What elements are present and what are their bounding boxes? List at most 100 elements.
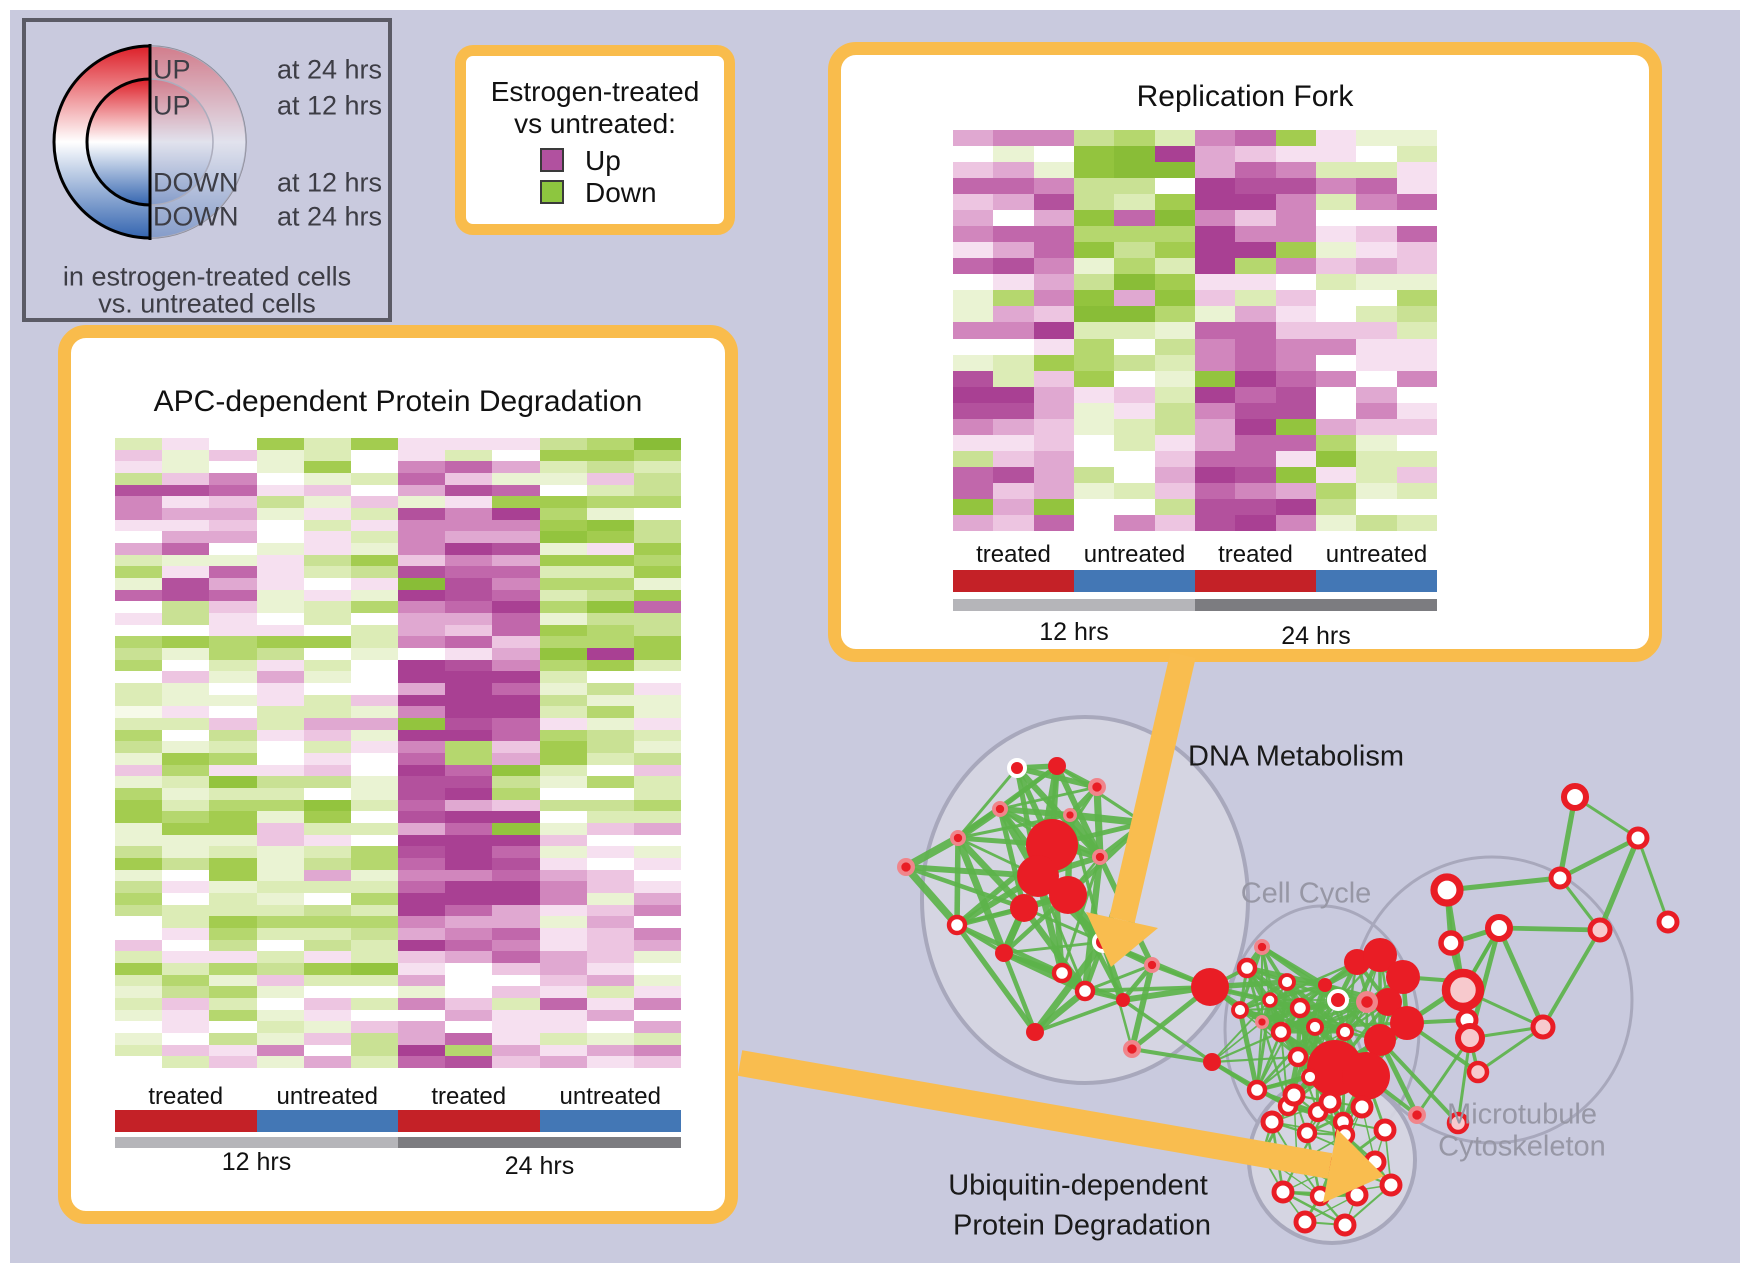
heatmap-cell bbox=[398, 589, 446, 602]
heatmap-cell bbox=[1275, 418, 1316, 435]
heatmap-cell bbox=[350, 869, 398, 882]
heatmap-cell bbox=[162, 508, 210, 520]
heatmap-cell bbox=[162, 1044, 210, 1057]
heatmap-cell bbox=[350, 974, 398, 987]
heatmap-cell bbox=[162, 636, 210, 648]
heatmap-cell bbox=[586, 799, 634, 812]
heatmap-cell bbox=[209, 951, 257, 963]
heatmap-cell bbox=[1194, 130, 1236, 147]
heatmap-cell bbox=[1033, 290, 1074, 307]
heatmap-cell bbox=[492, 543, 540, 555]
heatmap-cell bbox=[1154, 178, 1195, 195]
heatmap-cell bbox=[1194, 210, 1236, 227]
heatmap-cell bbox=[993, 434, 1034, 451]
heatmap-cell bbox=[115, 706, 163, 718]
heatmap-cell bbox=[303, 858, 351, 870]
heatmap-cell bbox=[162, 823, 210, 835]
heatmap-cell bbox=[1154, 386, 1195, 403]
heatmap-cell bbox=[209, 543, 257, 555]
heatmap-cell bbox=[445, 963, 493, 975]
heatmap-cell bbox=[303, 986, 351, 998]
heatmap-cell bbox=[1194, 178, 1236, 195]
heatmap-cell bbox=[209, 869, 257, 882]
heatmap-cell bbox=[1114, 242, 1155, 259]
heatmap-cell bbox=[1235, 514, 1276, 531]
heatmap-cell bbox=[1114, 290, 1155, 307]
heatmap-cell bbox=[303, 613, 351, 625]
heatmap-cell bbox=[953, 290, 994, 307]
heatmap-cell bbox=[209, 928, 257, 940]
heatmap-cell bbox=[1033, 130, 1074, 147]
heatmap-cell bbox=[209, 683, 257, 695]
heatmap-cell bbox=[1396, 354, 1437, 371]
heatmap-cell bbox=[492, 508, 540, 520]
ubiquitin-label-2: Protein Degradation bbox=[953, 1209, 1211, 1242]
heatmap-cell bbox=[1315, 130, 1357, 147]
heatmap-cell bbox=[445, 823, 493, 835]
heatmap-cell bbox=[539, 893, 587, 905]
heatmap-cell bbox=[115, 624, 163, 637]
heatmap-cell bbox=[209, 624, 257, 637]
heatmap-cell bbox=[445, 799, 493, 812]
heatmap-cell bbox=[256, 624, 304, 637]
heatmap-cell bbox=[633, 928, 681, 940]
heatmap-cell bbox=[993, 322, 1034, 339]
heatmap-cell bbox=[1194, 290, 1236, 307]
heatmap-cell bbox=[586, 449, 634, 462]
heatmap-cell bbox=[492, 613, 540, 625]
heatmap-cell bbox=[1275, 434, 1316, 451]
heatmap-cell bbox=[115, 566, 163, 578]
heatmap-cell bbox=[633, 904, 681, 917]
heatmap-cell bbox=[1315, 418, 1357, 435]
heatmap-cell bbox=[1073, 338, 1115, 355]
bar-untreated bbox=[1074, 570, 1195, 592]
heatmap-cell bbox=[350, 624, 398, 637]
heatmap-cell bbox=[539, 694, 587, 707]
heatmap-cell bbox=[993, 498, 1034, 515]
heatmap-cell bbox=[115, 683, 163, 695]
heatmap-cell bbox=[256, 834, 304, 847]
heatmap-cell bbox=[633, 764, 681, 777]
heatmap-cell bbox=[256, 484, 304, 497]
heatmap-cell bbox=[492, 706, 540, 718]
heatmap-cell bbox=[115, 939, 163, 952]
heatmap-cell bbox=[1235, 162, 1276, 179]
heatmap-cell bbox=[633, 963, 681, 975]
heatmap-cell bbox=[303, 543, 351, 555]
heatmap-cell bbox=[1154, 498, 1195, 515]
heatmap-cell bbox=[1356, 322, 1397, 339]
heatmap-cell bbox=[445, 764, 493, 777]
heatmap-cell bbox=[1033, 146, 1074, 163]
heatmap-cell bbox=[256, 694, 304, 707]
heatmap-cell bbox=[398, 1033, 446, 1045]
heatmap-cell bbox=[539, 928, 587, 940]
heatmap-cell bbox=[398, 543, 446, 555]
heatmap-cell bbox=[256, 543, 304, 555]
heatmap-cell bbox=[350, 799, 398, 812]
heatmap-cell bbox=[162, 484, 210, 497]
heatmap-cell bbox=[350, 683, 398, 695]
heatmap-cell bbox=[398, 869, 446, 882]
heatmap-cell bbox=[162, 974, 210, 987]
heatmap-cell bbox=[445, 741, 493, 753]
heatmap-cell bbox=[115, 986, 163, 998]
heatmap-cell bbox=[445, 438, 493, 450]
heatmap-cell bbox=[993, 274, 1034, 291]
heatmap-cell bbox=[1194, 482, 1236, 499]
heatmap-cell bbox=[1073, 146, 1115, 163]
heatmap-cell bbox=[993, 162, 1034, 179]
heatmap-cell bbox=[633, 788, 681, 800]
heatmap-cell bbox=[1114, 402, 1155, 419]
heatmap-cell bbox=[350, 449, 398, 462]
heatmap-cell bbox=[209, 788, 257, 800]
heatmap-cell bbox=[586, 648, 634, 660]
heatmap-cell bbox=[633, 776, 681, 788]
heatmap-cell bbox=[1315, 210, 1357, 227]
heatmap-cell bbox=[586, 1044, 634, 1057]
heatmap-cell bbox=[1235, 338, 1276, 355]
heatmap-cell bbox=[539, 438, 587, 450]
heatmap-cell bbox=[115, 869, 163, 882]
heatmap-cell bbox=[1235, 402, 1276, 419]
heatmap-cell bbox=[539, 659, 587, 672]
heatmap-cell bbox=[209, 671, 257, 683]
